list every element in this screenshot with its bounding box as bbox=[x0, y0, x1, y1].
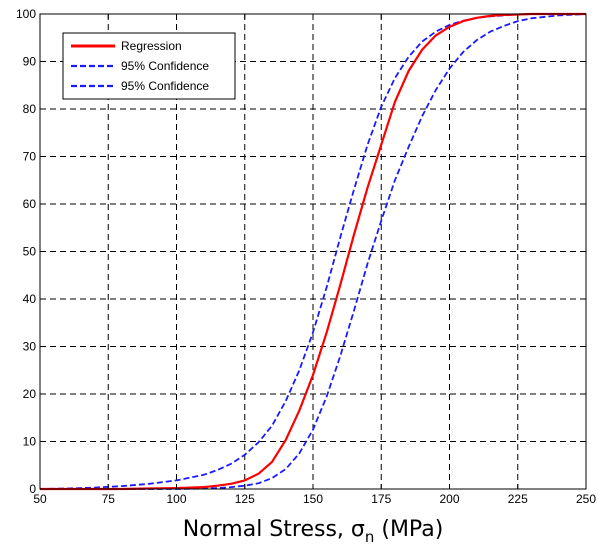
legend-label: 95% Confidence bbox=[121, 79, 209, 93]
y-tick-label: 70 bbox=[23, 150, 37, 164]
y-tick-label: 100 bbox=[16, 7, 36, 21]
series-line-regression bbox=[40, 12, 586, 491]
x-tick-label: 125 bbox=[235, 492, 255, 506]
y-tick-label: 0 bbox=[29, 482, 36, 496]
x-tick-label: 150 bbox=[303, 492, 323, 506]
y-tick-label: 10 bbox=[23, 435, 37, 449]
x-tick-label: 50 bbox=[33, 492, 47, 506]
x-tick-label: 175 bbox=[371, 492, 391, 506]
y-tick-label: 60 bbox=[23, 197, 37, 211]
x-axis-label: Normal Stress, σn (MPa) bbox=[183, 517, 444, 546]
y-tick-label: 30 bbox=[23, 340, 37, 354]
legend-label: 95% Confidence bbox=[121, 59, 209, 73]
y-tick-label: 40 bbox=[23, 292, 37, 306]
x-axis-label-main: Normal Stress, σ bbox=[183, 517, 365, 542]
x-axis-label-unit: (MPa) bbox=[374, 517, 443, 542]
axis-ticks: 50 75 100 125 150 175 200 225 250 0 10 20 30 40 50 60 70… bbox=[16, 7, 596, 506]
legend-label: Regression bbox=[121, 39, 182, 53]
series-line-confidence-1 bbox=[39, 13, 586, 490]
legend: Regression 95% Confidence 95% Confidence bbox=[62, 32, 236, 100]
x-tick-label: 225 bbox=[508, 492, 528, 506]
y-tick-label: 80 bbox=[23, 102, 37, 116]
x-tick-label: 250 bbox=[576, 492, 596, 506]
y-tick-label: 50 bbox=[23, 245, 37, 259]
x-axis-label-subscript: n bbox=[365, 528, 375, 546]
x-tick-label: 75 bbox=[102, 492, 116, 506]
y-tick-label: 90 bbox=[23, 55, 37, 69]
x-tick-label: 100 bbox=[166, 492, 186, 506]
x-tick-label: 200 bbox=[439, 492, 459, 506]
y-tick-label: 20 bbox=[23, 387, 37, 401]
